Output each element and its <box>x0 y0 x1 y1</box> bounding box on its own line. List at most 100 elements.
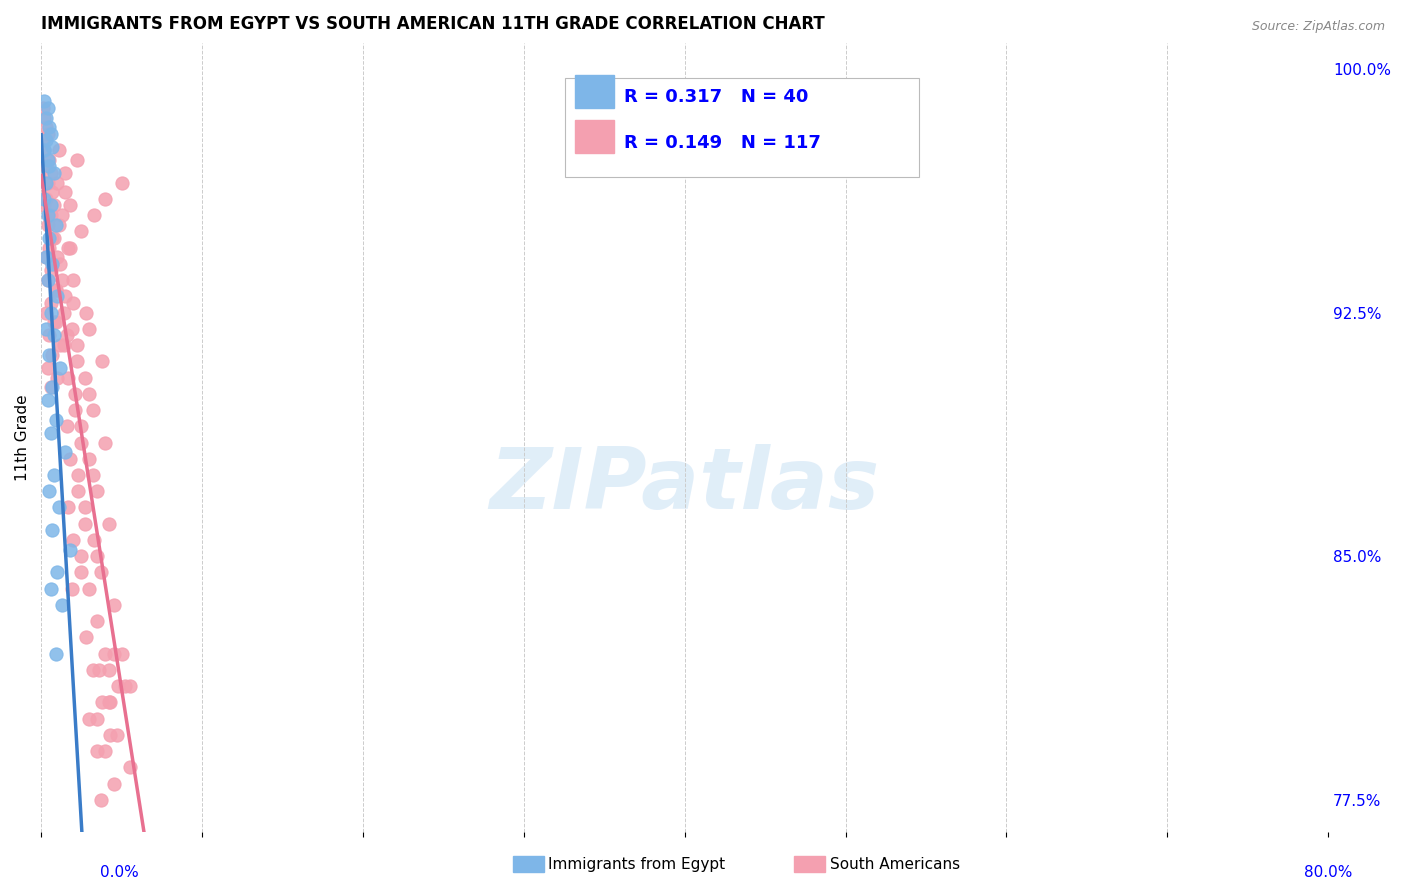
Point <box>38 484 60 499</box>
Point <box>45 413 67 427</box>
Point <box>51 208 73 222</box>
Point <box>39 208 62 222</box>
Point <box>38 241 60 255</box>
Point <box>45 647 67 661</box>
Point <box>70 566 93 580</box>
Point <box>51 273 73 287</box>
Point <box>83 208 105 222</box>
Point <box>42 231 65 245</box>
Point <box>58 500 80 515</box>
Point <box>86 614 108 628</box>
Point <box>59 198 82 212</box>
Point <box>58 370 80 384</box>
Y-axis label: 11th Grade: 11th Grade <box>15 394 30 481</box>
Point <box>79 451 101 466</box>
Point <box>86 744 108 758</box>
Point <box>56 419 79 434</box>
Point <box>97 663 120 677</box>
Point <box>75 305 97 319</box>
Text: ZIPatlas: ZIPatlas <box>489 443 880 526</box>
Text: 80.0%: 80.0% <box>1305 865 1353 880</box>
Point <box>35 111 58 125</box>
Point <box>52 338 75 352</box>
Point <box>39 425 62 440</box>
Point <box>65 153 87 167</box>
Text: South Americans: South Americans <box>830 857 960 871</box>
Point <box>103 777 125 791</box>
Point <box>41 140 63 154</box>
Point <box>34 198 56 212</box>
Point <box>45 315 67 329</box>
Point <box>97 516 120 531</box>
Point <box>42 315 65 329</box>
Point <box>48 500 70 515</box>
Point <box>37 101 59 115</box>
Point <box>41 231 63 245</box>
FancyBboxPatch shape <box>575 75 614 109</box>
Point <box>97 695 120 709</box>
Point <box>42 468 65 483</box>
Point <box>49 257 72 271</box>
Point <box>53 186 76 200</box>
Point <box>35 176 58 190</box>
Point <box>65 354 87 368</box>
Point <box>35 322 58 336</box>
Point <box>52 305 75 319</box>
Point <box>94 744 117 758</box>
Point <box>37 176 59 190</box>
Point <box>110 647 132 661</box>
Text: IMMIGRANTS FROM EGYPT VS SOUTH AMERICAN 11TH GRADE CORRELATION CHART: IMMIGRANTS FROM EGYPT VS SOUTH AMERICAN … <box>41 15 825 33</box>
Point <box>65 338 87 352</box>
Point <box>63 386 86 401</box>
Point <box>46 289 69 303</box>
Point <box>103 598 125 612</box>
Point <box>42 198 65 212</box>
Point <box>39 380 62 394</box>
Point <box>37 273 59 287</box>
Point <box>79 712 101 726</box>
Point <box>59 241 82 255</box>
Point <box>42 328 65 343</box>
Point <box>41 380 63 394</box>
Point <box>59 542 82 557</box>
Point <box>60 582 83 596</box>
Point <box>38 348 60 362</box>
Point <box>38 153 60 167</box>
Point <box>38 231 60 245</box>
Point <box>34 143 56 157</box>
Point <box>98 728 121 742</box>
Point <box>37 153 59 167</box>
Point <box>91 354 114 368</box>
Point <box>41 257 63 271</box>
Point <box>82 403 104 417</box>
Point <box>31 133 53 147</box>
Point <box>34 111 56 125</box>
Text: Source: ZipAtlas.com: Source: ZipAtlas.com <box>1251 20 1385 33</box>
Point <box>49 338 72 352</box>
Point <box>41 257 63 271</box>
Point <box>41 523 63 537</box>
Point <box>34 192 56 206</box>
Point <box>62 533 84 547</box>
Point <box>34 95 56 109</box>
Text: R = 0.317   N = 40: R = 0.317 N = 40 <box>624 88 808 106</box>
Point <box>62 273 84 287</box>
Text: Immigrants from Egypt: Immigrants from Egypt <box>548 857 725 871</box>
Point <box>37 273 59 287</box>
Point <box>49 360 72 375</box>
Point <box>46 566 69 580</box>
Point <box>62 295 84 310</box>
Point <box>39 263 62 277</box>
Point <box>45 218 67 232</box>
Point <box>39 198 62 212</box>
Point <box>46 250 69 264</box>
Point <box>37 360 59 375</box>
Point <box>41 186 63 200</box>
Point <box>82 663 104 677</box>
Point <box>67 484 90 499</box>
Point <box>114 679 136 693</box>
Point <box>67 468 90 483</box>
Point <box>59 451 82 466</box>
Point <box>38 159 60 173</box>
Point <box>37 208 59 222</box>
